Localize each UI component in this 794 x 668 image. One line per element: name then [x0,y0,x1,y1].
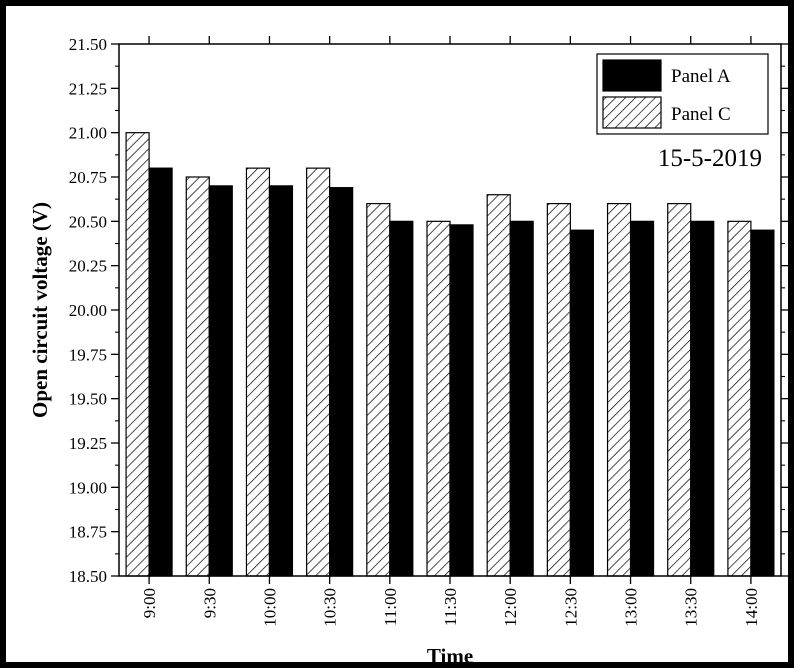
x-tick-label: 13:30 [682,588,701,627]
y-tick-label: 20.75 [69,168,107,187]
x-tick-label: 9:30 [200,588,219,618]
y-tick-label: 18.75 [69,523,107,542]
legend: Panel A Panel C [596,53,769,135]
x-tick-label: 11:30 [441,588,460,626]
legend-label-panel-c: Panel C [671,104,731,125]
date-annotation: 15-5-2019 [658,145,762,172]
bar-panel-a-13-30 [690,220,715,577]
bar-panel-c-12-00 [486,194,511,577]
y-tick-label: 21.25 [69,79,107,98]
y-tick-label: 20.25 [69,257,107,276]
bar-panel-a-12-30 [569,229,594,577]
y-tick-label: 21.00 [69,124,107,143]
bar-panel-a-13-00 [629,220,655,577]
x-tick-label: 9:00 [140,588,159,618]
y-tick-label: 19.25 [69,434,107,453]
bar-panel-a-10-00 [268,185,294,577]
legend-swatch-panel-a [602,59,662,92]
bars-layer [125,132,775,577]
x-tick-label: 10:00 [260,588,279,627]
y-tick-label: 21.50 [69,35,107,54]
bar-panel-a-12-00 [509,220,534,577]
bar-panel-a-11-00 [389,220,414,577]
bar-panel-a-9-30 [208,185,233,577]
bar-panel-a-10-30 [329,187,354,577]
bar-panel-c-11-30 [426,220,451,577]
bar-panel-c-13-00 [606,203,632,577]
x-axis-title: Time [427,644,473,668]
legend-swatch-panel-c [602,96,662,129]
bar-panel-c-11-00 [366,203,391,577]
y-tick-label: 19.50 [69,390,107,409]
bar-panel-c-13-30 [667,203,692,577]
y-tick-label: 18.50 [69,567,107,586]
bar-panel-c-14-00 [727,220,752,577]
x-tick-label: 13:00 [622,588,641,627]
y-tick-label: 19.00 [69,478,107,497]
bar-panel-c-9-00 [125,132,150,577]
bar-panel-c-12-30 [546,203,571,577]
y-tick-label: 20.00 [69,301,107,320]
axes-layer: 18.50 18.75 19.00 19.25 19.50 19.75 20.00 20.25… [69,35,789,627]
x-tick-label: 14:00 [742,588,761,627]
y-tick-label: 19.75 [69,345,107,364]
legend-label-panel-a: Panel A [671,66,731,87]
x-tick-label: 11:00 [381,588,400,626]
bar-panel-c-9-30 [185,176,210,577]
bar-panel-a-11-30 [449,224,474,577]
bar-panel-a-14-00 [750,229,775,577]
y-tick-label: 20.50 [69,212,107,231]
x-tick-label: 12:30 [561,588,580,627]
y-axis-title: Open circuit voltage (V) [28,202,52,418]
bar-panel-a-9-00 [148,167,173,577]
bar-panel-c-10-30 [306,167,331,577]
x-tick-label: 10:30 [321,588,340,627]
bar-panel-c-10-00 [245,167,271,577]
x-tick-label: 12:00 [501,588,520,627]
